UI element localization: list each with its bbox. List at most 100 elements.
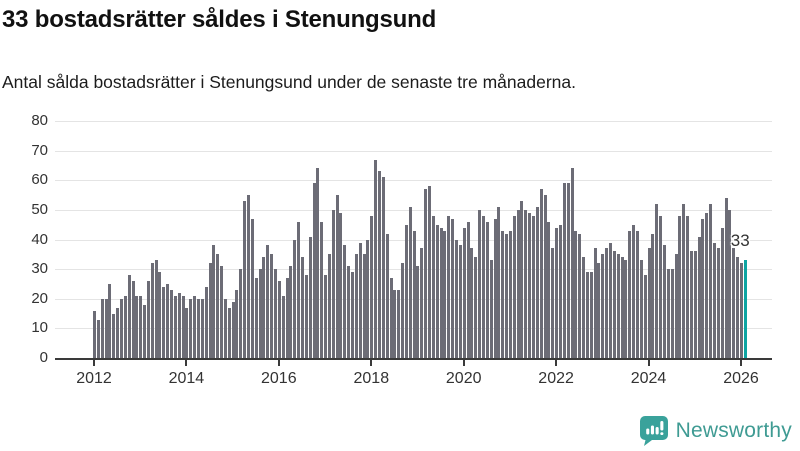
bar	[739, 263, 743, 358]
bar	[270, 254, 274, 358]
bar	[593, 248, 597, 358]
bar	[181, 295, 185, 358]
bar	[204, 286, 208, 358]
bar-chart: 0 10 20 30 40 50 60 70 80 2012 2014 2016 2018 2020 202…	[0, 110, 800, 400]
x-axis-tick	[647, 360, 650, 366]
bar	[632, 224, 636, 358]
bar	[231, 301, 235, 358]
bar	[227, 307, 231, 358]
bar	[339, 212, 343, 358]
highlighted-bar	[743, 260, 747, 358]
bar	[497, 206, 501, 358]
bar	[304, 275, 308, 358]
bar	[370, 215, 374, 358]
bar	[524, 209, 528, 358]
bar	[243, 201, 247, 358]
bar	[116, 307, 120, 358]
bar	[408, 206, 412, 358]
bar	[624, 260, 628, 358]
bar	[562, 183, 566, 358]
x-axis-tick	[185, 360, 188, 366]
bar	[297, 221, 301, 358]
bar	[508, 230, 512, 358]
bar	[689, 251, 693, 358]
bar	[701, 218, 705, 358]
x-axis-line	[55, 358, 772, 360]
bar	[374, 159, 378, 358]
x-axis-tick	[740, 360, 742, 366]
bar	[146, 281, 150, 358]
newsworthy-icon	[639, 416, 668, 446]
bar	[736, 257, 740, 358]
bar	[709, 204, 713, 358]
bar	[713, 242, 716, 358]
bar	[293, 239, 297, 358]
bar	[154, 260, 158, 358]
bar	[659, 215, 663, 358]
bar	[385, 233, 389, 358]
bar	[620, 257, 624, 358]
bar	[401, 263, 405, 358]
bar	[162, 286, 166, 358]
y-axis-label: 0	[39, 349, 48, 366]
bar	[258, 269, 262, 358]
bar	[320, 221, 324, 358]
bar	[358, 242, 362, 358]
bar	[412, 230, 416, 358]
bar	[189, 298, 193, 358]
bar	[112, 313, 116, 358]
bar	[143, 304, 147, 358]
bar	[139, 295, 143, 358]
x-axis-label: 2024	[630, 370, 667, 387]
bar	[474, 257, 478, 358]
bar	[96, 319, 100, 358]
bar	[693, 251, 697, 358]
gridline-y60	[55, 180, 772, 182]
bar	[674, 254, 678, 358]
bar	[635, 230, 639, 358]
bar	[566, 183, 570, 358]
bar	[123, 295, 127, 358]
bar	[193, 295, 197, 358]
bar	[331, 209, 335, 358]
bar	[312, 183, 316, 358]
bar	[516, 209, 520, 358]
bar	[381, 177, 385, 358]
bar	[170, 289, 174, 358]
bar	[570, 168, 574, 358]
x-axis-tick	[370, 360, 373, 366]
bar	[285, 278, 289, 358]
bar	[377, 171, 381, 358]
y-axis-label: 10	[31, 319, 48, 337]
bar	[300, 257, 304, 358]
x-axis-tick	[462, 360, 465, 366]
gridline-y70	[55, 150, 772, 152]
bar	[158, 272, 162, 358]
bar	[451, 218, 455, 358]
bar	[185, 307, 189, 358]
bar	[443, 230, 447, 358]
bar	[324, 275, 328, 358]
bar	[108, 283, 112, 358]
bar	[651, 233, 655, 358]
bar	[605, 248, 609, 358]
bar	[431, 215, 435, 358]
bar	[705, 212, 709, 358]
bar	[582, 257, 586, 358]
newsworthy-logo[interactable]: Newsworthy	[639, 416, 792, 446]
bar	[716, 248, 720, 358]
x-axis-label: 2016	[261, 370, 297, 387]
bar	[250, 218, 254, 358]
bar	[100, 298, 104, 358]
y-axis-label: 80	[31, 112, 48, 129]
bar	[343, 245, 347, 358]
bar	[274, 269, 277, 358]
bar	[485, 221, 489, 358]
bar	[177, 292, 181, 358]
bar	[404, 224, 408, 358]
x-axis-label: 2018	[353, 370, 390, 387]
bar	[281, 295, 285, 358]
bar	[393, 289, 397, 358]
bar	[262, 257, 266, 358]
bar	[535, 206, 539, 358]
